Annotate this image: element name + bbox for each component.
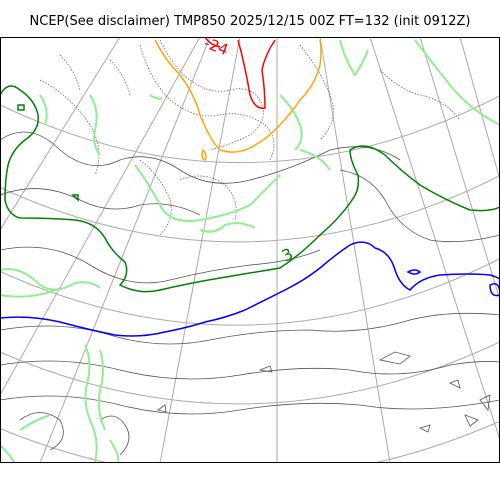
latitude-lines <box>0 95 500 463</box>
red-isotherm <box>204 37 276 109</box>
contour-label-3: 3 <box>279 244 296 266</box>
map-frame <box>0 37 500 463</box>
map-title: NCEP(See disclaimer) TMP850 2025/12/15 0… <box>29 14 471 29</box>
light-green-contours <box>0 39 500 463</box>
zero-degree-isotherm <box>0 241 500 337</box>
three-degree-isotherm <box>0 85 500 293</box>
coastlines <box>0 131 500 456</box>
orange-isotherm <box>154 39 322 161</box>
longitude-lines <box>0 37 500 463</box>
